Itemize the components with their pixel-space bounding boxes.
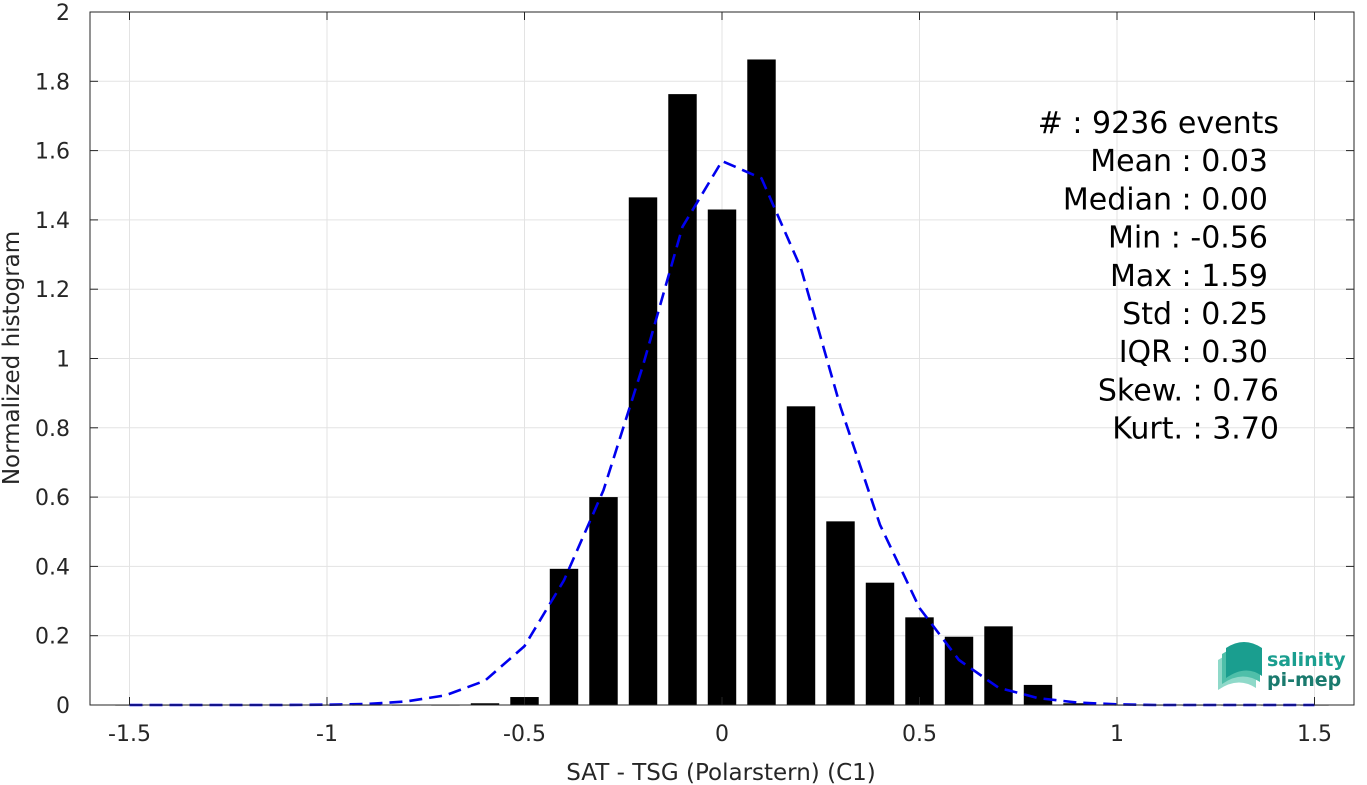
histogram-bar — [984, 626, 1013, 705]
histogram-bars — [115, 59, 1329, 706]
histogram-bar — [1063, 703, 1092, 705]
logo-wave-icon — [1218, 642, 1262, 690]
histogram-bar — [865, 582, 895, 705]
stat-line: Max : 1.59 — [1110, 259, 1268, 294]
stat-line: Skew. : 0.76 — [1098, 373, 1279, 408]
histogram-bar — [589, 497, 618, 705]
y-tick-label: 0.4 — [35, 555, 70, 580]
y-tick-label: 1.6 — [35, 140, 70, 165]
stat-line: Kurt. : 3.70 — [1112, 412, 1279, 447]
logo-text-line1: salinity — [1267, 649, 1346, 671]
x-tick-label: 1.5 — [1297, 722, 1332, 747]
histogram-bar — [747, 59, 776, 705]
x-tick-label: 1 — [1110, 722, 1124, 747]
stat-line: Min : -0.56 — [1108, 221, 1268, 256]
y-tick-label: 0 — [56, 694, 70, 719]
x-axis-label: SAT - TSG (Polarstern) (C1) — [566, 760, 875, 785]
histogram-bar — [549, 568, 579, 705]
y-tick-label: 0.6 — [35, 486, 70, 511]
y-tick-label: 0.8 — [35, 417, 70, 442]
logo-text-line2: pi-mep — [1267, 669, 1341, 691]
y-axis-label: Normalized histogram — [0, 231, 25, 485]
stat-line: Std : 0.25 — [1122, 297, 1268, 332]
histogram-bar — [786, 406, 816, 705]
stat-line: Mean : 0.03 — [1090, 144, 1268, 179]
y-tick-label: 1.8 — [35, 70, 70, 95]
x-tick-label: 0.5 — [902, 722, 937, 747]
y-tick-label: 1 — [56, 348, 70, 373]
stat-line: # : 9236 events — [1038, 106, 1279, 141]
x-tick-label: -1.5 — [108, 722, 151, 747]
y-tick-label: 0.2 — [35, 625, 70, 650]
x-tick-label: -0.5 — [503, 722, 546, 747]
y-tick-label: 1.2 — [35, 278, 70, 303]
histogram-bar — [826, 521, 855, 705]
histogram-bar — [707, 209, 737, 705]
histogram-bar — [668, 94, 697, 706]
histogram-bar — [470, 703, 500, 705]
stat-line: IQR : 0.30 — [1119, 335, 1268, 370]
y-tick-label: 1.4 — [35, 209, 70, 234]
stat-line: Median : 0.00 — [1063, 182, 1268, 217]
x-tick-label: -1 — [316, 722, 338, 747]
x-tick-label: 0 — [715, 722, 729, 747]
salinity-pi-mep-logo: salinity pi-mep — [1218, 642, 1346, 691]
histogram-bar — [905, 617, 934, 705]
y-tick-label: 2 — [56, 1, 70, 26]
y-axis-ticks: 0 0.2 0.4 0.6 0.8 1 1.2 1.4 1.6 1.8 2 — [35, 1, 1354, 719]
x-axis-ticks: -1.5 -1 -0.5 0 0.5 1 1.5 — [108, 12, 1332, 747]
histogram-bar — [628, 197, 658, 705]
